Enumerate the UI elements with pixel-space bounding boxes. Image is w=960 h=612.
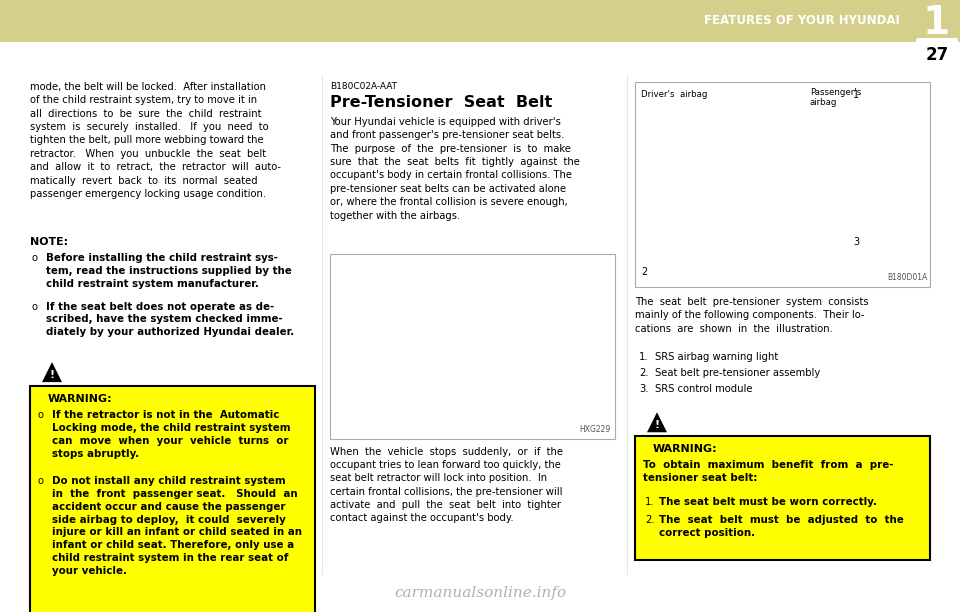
Bar — [30, 386, 315, 612]
Text: 2.: 2. — [645, 515, 655, 525]
Text: B180D01A: B180D01A — [888, 273, 928, 282]
Text: FEATURES OF YOUR HYUNDAI: FEATURES OF YOUR HYUNDAI — [704, 15, 900, 28]
Bar — [635, 82, 930, 287]
Text: !: ! — [655, 420, 660, 430]
Text: mode, the belt will be locked.  After installation
of the child restraint system: mode, the belt will be locked. After ins… — [30, 82, 281, 199]
Text: 1.: 1. — [645, 498, 655, 507]
Text: NOTE:: NOTE: — [30, 237, 68, 247]
Text: 3: 3 — [853, 237, 859, 247]
Text: Do not install any child restraint system
in  the  front  passenger seat.   Shou: Do not install any child restraint syste… — [52, 476, 302, 576]
Text: Driver's  airbag: Driver's airbag — [641, 90, 708, 99]
FancyBboxPatch shape — [916, 38, 958, 72]
Text: To  obtain  maximum  benefit  from  a  pre-
tensioner seat belt:: To obtain maximum benefit from a pre- te… — [643, 460, 894, 483]
Text: 1.: 1. — [639, 352, 649, 362]
Text: The seat belt must be worn correctly.: The seat belt must be worn correctly. — [659, 498, 876, 507]
Text: Your Hyundai vehicle is equipped with driver's
and front passenger's pre-tension: Your Hyundai vehicle is equipped with dr… — [330, 117, 580, 220]
Text: If the seat belt does not operate as de-
scribed, have the system checked imme-
: If the seat belt does not operate as de-… — [46, 302, 294, 337]
Text: 2.: 2. — [639, 368, 649, 378]
Text: WARNING:: WARNING: — [653, 444, 718, 454]
Text: o: o — [38, 410, 44, 420]
Polygon shape — [647, 412, 667, 432]
Text: The  seat  belt  pre-tensioner  system  consists
mainly of the following compone: The seat belt pre-tensioner system consi… — [635, 297, 869, 334]
Text: SRS airbag warning light: SRS airbag warning light — [655, 352, 779, 362]
Text: 1: 1 — [853, 90, 859, 100]
Bar — [0, 42, 960, 70]
Text: 3.: 3. — [639, 384, 649, 394]
Text: SRS control module: SRS control module — [655, 384, 753, 394]
Text: Pre-Tensioner  Seat  Belt: Pre-Tensioner Seat Belt — [330, 95, 552, 110]
Text: 2: 2 — [641, 267, 647, 277]
Text: Before installing the child restraint sys-
tem, read the instructions supplied b: Before installing the child restraint sy… — [46, 253, 292, 289]
Text: When  the  vehicle  stops  suddenly,  or  if  the
occupant tries to lean forward: When the vehicle stops suddenly, or if t… — [330, 447, 563, 523]
Text: HXG229: HXG229 — [580, 425, 611, 434]
Text: o: o — [38, 476, 44, 486]
Text: o: o — [31, 253, 37, 263]
Text: Seat belt pre-tensioner assembly: Seat belt pre-tensioner assembly — [655, 368, 820, 378]
Text: Passenger's
airbag: Passenger's airbag — [810, 88, 861, 107]
Text: 1: 1 — [923, 4, 950, 42]
Text: 27: 27 — [925, 46, 948, 64]
Text: If the retractor is not in the  Automatic
Locking mode, the child restraint syst: If the retractor is not in the Automatic… — [52, 410, 291, 458]
Text: carmanualsonline.info: carmanualsonline.info — [394, 586, 566, 600]
Text: o: o — [31, 302, 37, 312]
Bar — [0, 0, 960, 42]
Text: WARNING:: WARNING: — [48, 394, 112, 404]
Text: The  seat  belt  must  be  adjusted  to  the
correct position.: The seat belt must be adjusted to the co… — [659, 515, 903, 538]
Text: B180C02A-AAT: B180C02A-AAT — [330, 82, 397, 91]
Bar — [330, 253, 615, 439]
Polygon shape — [42, 362, 62, 382]
Bar — [635, 436, 930, 560]
Text: !: ! — [49, 370, 55, 380]
